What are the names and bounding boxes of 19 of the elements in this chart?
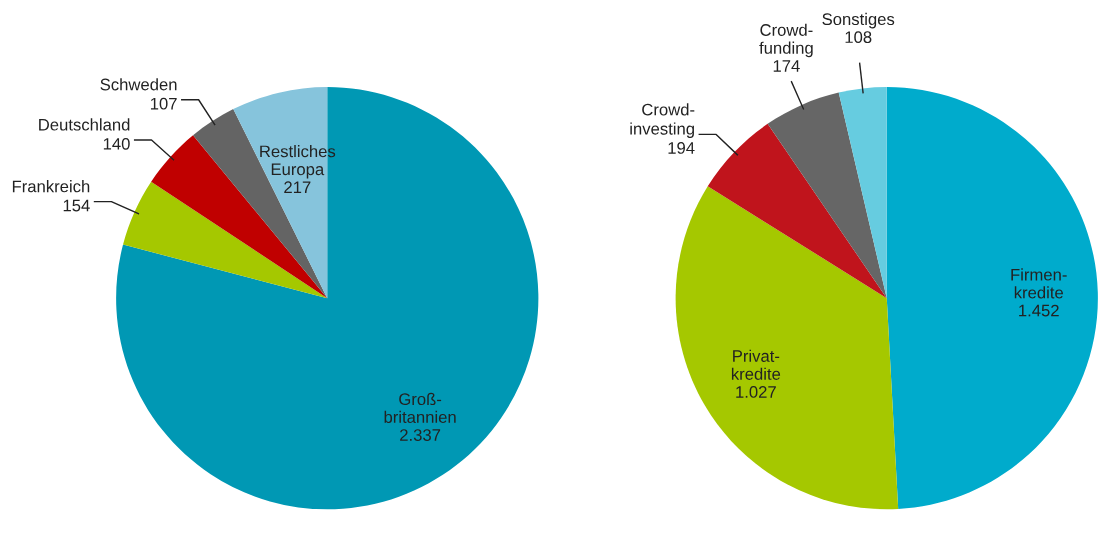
slice-label: Crowd- investing: [630, 103, 695, 138]
slice-label: Deutschland: [39, 118, 130, 131]
slice-label: Sonstiges: [822, 12, 895, 29]
data-label: 154: [63, 199, 90, 212]
slice-label: Schweden: [100, 78, 177, 91]
data-label: 194: [668, 142, 695, 154]
slice-label: Privat- kredite: [731, 349, 781, 380]
data-label: 2.337: [400, 429, 441, 441]
slice-label: Groß- britannien: [384, 392, 456, 424]
data-label: 1.027: [736, 386, 776, 398]
slice-label: Crowd- funding: [759, 23, 813, 58]
data-label: 217: [284, 181, 311, 193]
slice-label: Frankreich: [12, 180, 90, 193]
slice-label: Firmen- kredite: [1011, 268, 1067, 299]
data-label: 174: [773, 60, 800, 72]
data-label: 107: [150, 97, 177, 110]
data-label: 1.452: [1019, 304, 1059, 317]
data-label: 108: [845, 31, 872, 44]
data-label: 140: [103, 137, 130, 150]
